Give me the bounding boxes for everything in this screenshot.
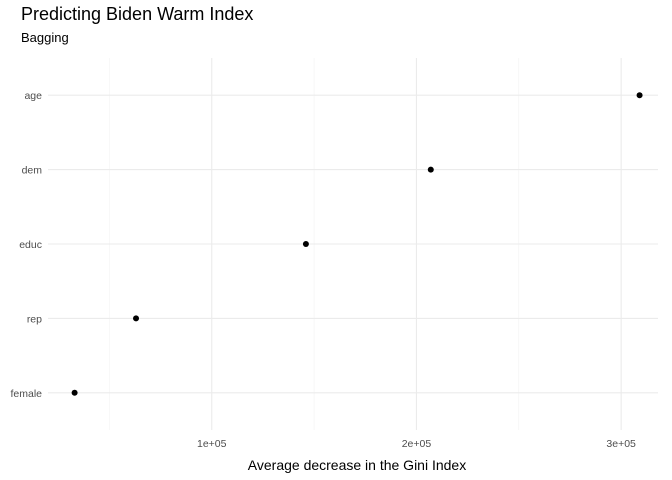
x-tick-label: 2e+05 (402, 438, 432, 450)
y-tick-label: dem (22, 165, 43, 177)
x-axis-tick-labels: 1e+05 2e+05 3e+05 (197, 438, 636, 450)
major-gridlines (48, 58, 658, 430)
x-tick-label: 1e+05 (197, 438, 227, 450)
y-tick-label: age (24, 90, 42, 102)
chart-title: Predicting Biden Warm Index (21, 4, 254, 24)
data-point-educ (302, 241, 309, 247)
chart-subtitle: Bagging (21, 30, 69, 45)
data-point-female (71, 389, 78, 396)
data-point-age (636, 92, 643, 99)
x-tick-label: 3e+05 (606, 438, 636, 450)
y-axis-tick-labels: female rep educ dem age (10, 90, 42, 400)
y-tick-label: educ (19, 239, 42, 251)
x-axis-title: Average decrease in the Gini Index (248, 457, 466, 473)
data-point-dem (427, 166, 434, 173)
y-tick-label: rep (27, 313, 42, 325)
y-tick-label: female (10, 388, 42, 400)
data-point-rep (133, 315, 140, 322)
data-points (71, 92, 643, 396)
